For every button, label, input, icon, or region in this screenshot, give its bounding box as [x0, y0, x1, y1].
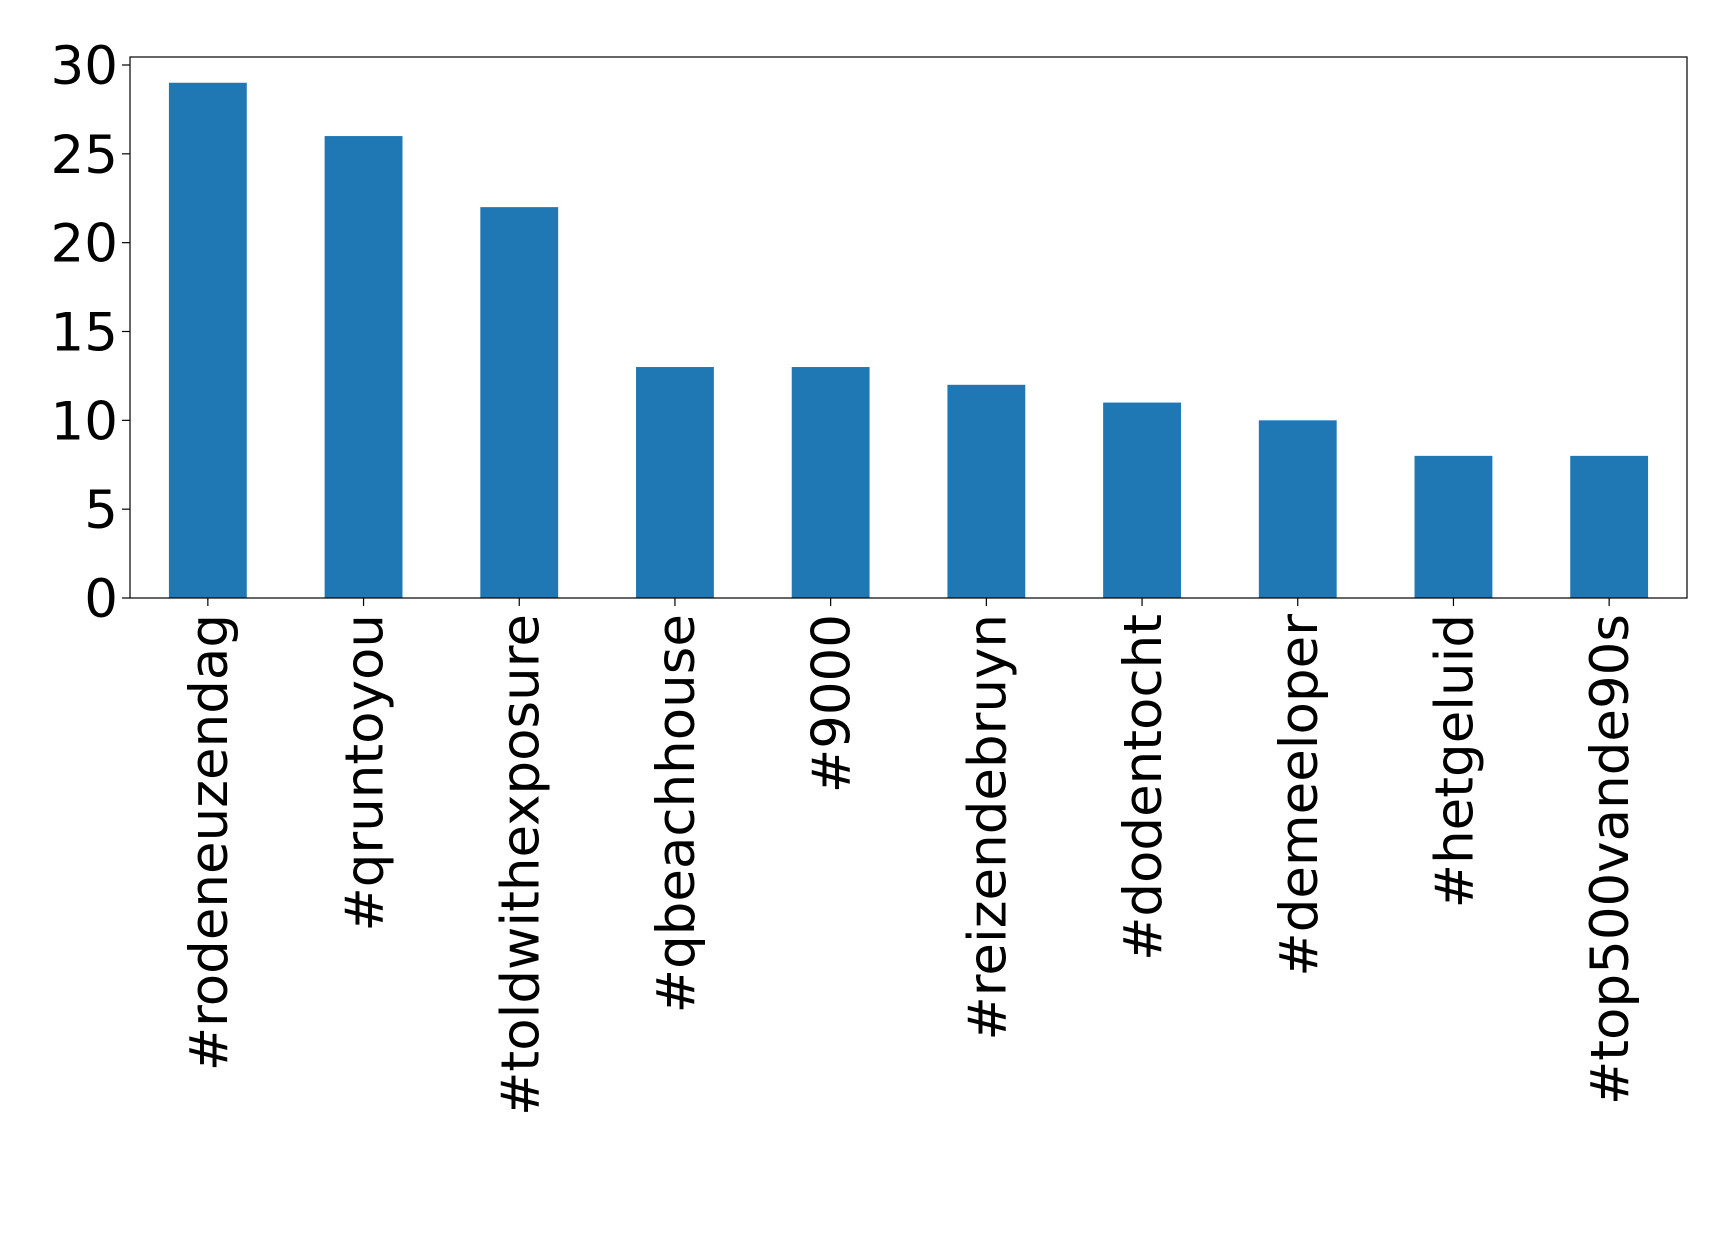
- bar: [168, 82, 247, 598]
- bar: [1414, 455, 1493, 598]
- x-tick-label: #rodeneuzendag: [179, 614, 240, 1071]
- bar: [480, 207, 559, 599]
- x-tick-label: #qbeachhouse: [646, 614, 707, 1013]
- y-tick-label: 0: [84, 569, 118, 630]
- y-tick-label: 5: [84, 480, 118, 541]
- x-tick-label: #9000: [802, 614, 863, 793]
- x-tick-label: #hetgeluid: [1424, 614, 1485, 908]
- y-tick-label: 10: [51, 391, 118, 452]
- bar: [947, 384, 1026, 598]
- y-tick-label: 20: [51, 214, 118, 275]
- x-tick-label: #demeeloper: [1269, 614, 1330, 977]
- bar: [1258, 420, 1337, 598]
- bar: [791, 367, 870, 598]
- y-tick-label: 25: [51, 125, 118, 186]
- x-tick-label: #qruntoyou: [335, 614, 396, 932]
- bar: [324, 136, 403, 599]
- y-tick-label: 30: [51, 36, 118, 97]
- x-tick-label: #top500vande90s: [1580, 614, 1641, 1105]
- y-tick-label: 15: [51, 302, 118, 363]
- bar: [1570, 455, 1649, 598]
- x-tick-label: #reizendebruyn: [957, 614, 1018, 1041]
- x-tick-label: #dodentocht: [1113, 614, 1174, 961]
- plot-frame: [129, 56, 1688, 599]
- bar: [636, 367, 714, 598]
- x-tick-label: #toldwithexposure: [490, 614, 551, 1116]
- bar: [1103, 402, 1181, 598]
